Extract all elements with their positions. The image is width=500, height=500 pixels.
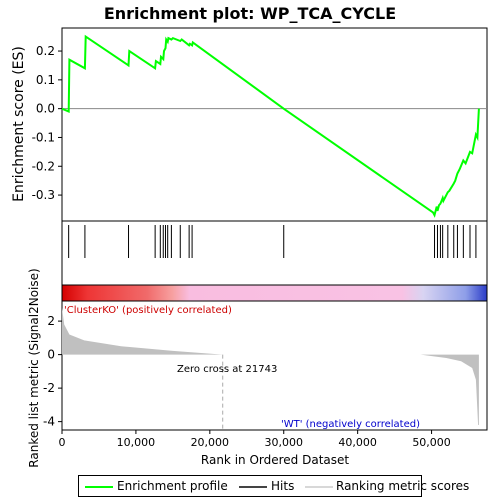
chart-title: Enrichment plot: WP_TCA_CYCLE xyxy=(104,4,396,23)
es-y-tick-label: 0.0 xyxy=(36,102,55,116)
positive-correlation-label: 'ClusterKO' (positively correlated) xyxy=(64,305,232,316)
hits-panel xyxy=(61,220,488,286)
ranking-y-axis-label: Ranked list metric (Signal2Noise) xyxy=(27,268,41,467)
ranking-y-ticks: -4 -2 0 2 xyxy=(43,314,62,429)
es-y-tick-label: 0.1 xyxy=(36,73,55,87)
legend-label-hits: Hits xyxy=(271,479,295,493)
ranking-y-tick-label: 2 xyxy=(47,314,55,328)
legend-label-enrichment-profile: Enrichment profile xyxy=(117,479,228,493)
es-panel-frame xyxy=(61,27,488,222)
ranking-y-tick-label: -4 xyxy=(43,415,55,429)
x-tick-label: 30,000 xyxy=(264,436,303,449)
x-tick-label: 40,000 xyxy=(338,436,377,449)
legend-swatch-ranking-metric xyxy=(305,486,333,488)
ranking-panel-frame xyxy=(61,300,488,431)
ranking-y-tick-label: 0 xyxy=(47,348,55,362)
es-y-tick-label: -0.1 xyxy=(32,130,55,144)
ranking-y-tick-label: -2 xyxy=(43,381,55,395)
x-tick-label: 10,000 xyxy=(117,436,156,449)
hit-marks xyxy=(68,225,477,258)
legend-swatch-enrichment-profile xyxy=(85,486,113,488)
es-y-axis-label: Enrichment score (ES) xyxy=(11,46,27,202)
legend: Enrichment profile Hits Ranking metric s… xyxy=(78,475,469,497)
hits-panel-frame xyxy=(61,220,488,286)
legend-swatch-hits xyxy=(239,486,267,488)
x-axis-ticks: 0 10,000 20,000 30,000 40,000 50,000 xyxy=(59,430,451,449)
x-tick-label: 20,000 xyxy=(191,436,230,449)
enrichment-profile-line xyxy=(61,34,480,218)
x-tick-label: 0 xyxy=(59,436,66,449)
x-tick-label: 50,000 xyxy=(412,436,451,449)
es-y-ticks: -0.3 -0.2 -0.1 0.0 0.1 0.2 xyxy=(32,44,62,202)
es-y-tick-label: -0.2 xyxy=(32,159,55,173)
rank-colorbar xyxy=(61,284,488,302)
negative-correlation-label: 'WT' (negatively correlated) xyxy=(281,419,420,430)
zero-cross-label: Zero cross at 21743 xyxy=(177,364,277,375)
rank-colorbar-fill xyxy=(61,284,488,302)
ranking-panel: -4 -2 0 2 'ClusterKO' (positively correlate… xyxy=(27,268,488,468)
es-y-tick-label: -0.3 xyxy=(32,188,55,202)
es-panel: -0.3 -0.2 -0.1 0.0 0.1 0.2 Enrichment score (… xyxy=(11,27,488,222)
legend-label-ranking-metric: Ranking metric scores xyxy=(336,479,470,493)
es-y-tick-label: 0.2 xyxy=(36,44,55,58)
x-axis-label: Rank in Ordered Dataset xyxy=(201,453,349,467)
